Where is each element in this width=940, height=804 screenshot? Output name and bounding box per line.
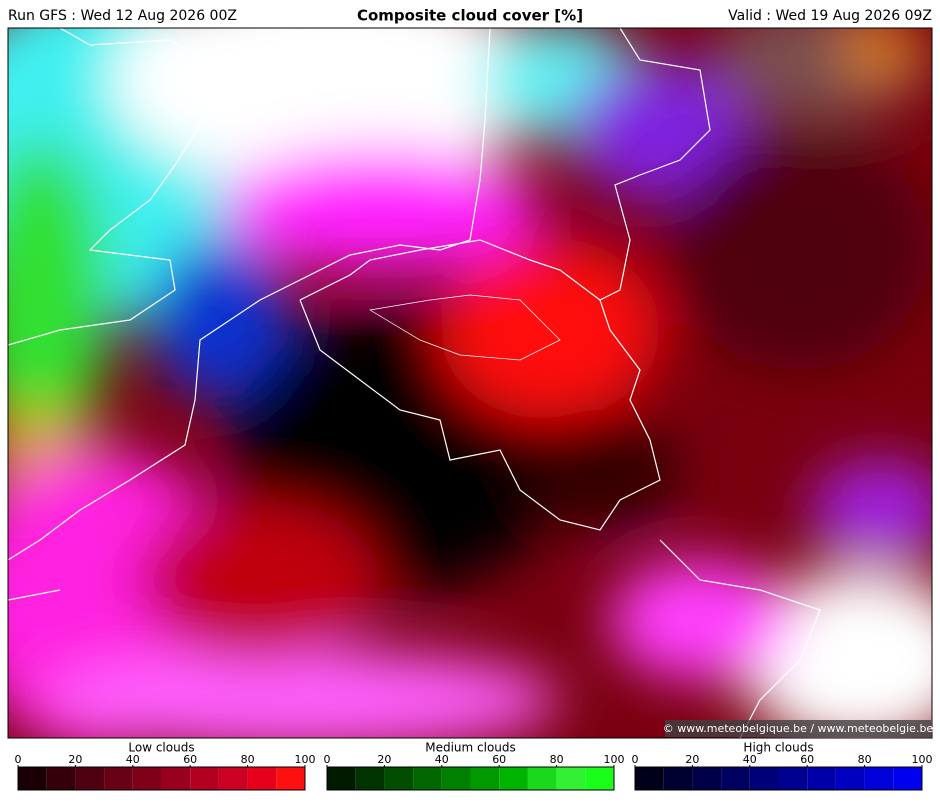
- legend-swatch: [893, 767, 922, 790]
- legend-tick-label: 0: [15, 753, 22, 766]
- legends: Low clouds 0 20 40 60 80 100 Medium clouds 0 20 40…: [15, 741, 933, 791]
- legend-swatch: [355, 767, 385, 790]
- cloud-map: [8, 28, 932, 738]
- legend-swatch: [132, 767, 162, 790]
- legend-tick-label: 80: [241, 753, 255, 766]
- legend-swatch: [499, 767, 528, 790]
- legend-swatch: [721, 767, 750, 790]
- legend-swatch: [749, 767, 779, 790]
- legend-swatch: [218, 767, 248, 790]
- legend-swatch: [413, 767, 442, 790]
- legend-swatch: [190, 767, 219, 790]
- legend-tick-label: 60: [183, 753, 197, 766]
- legend-tick-label: 60: [800, 753, 814, 766]
- credit: © www.meteobelgique.be / www.meteobelgie…: [663, 722, 934, 735]
- legend-swatch: [384, 767, 414, 790]
- legend-swatch: [585, 767, 614, 790]
- legend-tick-label: 40: [743, 753, 757, 766]
- legend-tick-label: 100: [295, 753, 316, 766]
- legend-tick-label: 100: [604, 753, 625, 766]
- legend-tick-label: 0: [632, 753, 639, 766]
- legend-swatch: [441, 767, 471, 790]
- legend-swatch: [807, 767, 836, 790]
- legend-swatch: [247, 767, 277, 790]
- legend-swatch: [18, 767, 47, 790]
- legend-swatch: [556, 767, 586, 790]
- legend-tick-label: 40: [126, 753, 140, 766]
- legend-swatch: [527, 767, 557, 790]
- legend-swatch: [75, 767, 105, 790]
- map-title: Composite cloud cover [%]: [357, 7, 583, 25]
- legend-tick-label: 20: [685, 753, 699, 766]
- valid-label: Valid : Wed 19 Aug 2026 09Z: [728, 8, 932, 24]
- legend-swatch: [835, 767, 865, 790]
- legend-tick-label: 40: [435, 753, 449, 766]
- legend-swatch: [327, 767, 356, 790]
- legend-title: Medium clouds: [425, 741, 516, 755]
- legend-tick-label: 20: [377, 753, 391, 766]
- legend-tick-label: 0: [324, 753, 331, 766]
- legend-swatch: [864, 767, 894, 790]
- legend-tick-label: 80: [858, 753, 872, 766]
- run-label: Run GFS : Wed 12 Aug 2026 00Z: [8, 8, 237, 24]
- legend-tick-label: 60: [492, 753, 506, 766]
- legend-frame: [634, 766, 923, 791]
- legend-swatch: [778, 767, 808, 790]
- legend-swatch: [161, 767, 191, 790]
- legend-swatch: [692, 767, 722, 790]
- legend-tick-label: 20: [68, 753, 82, 766]
- legend-swatch: [276, 767, 305, 790]
- legend-swatch: [46, 767, 76, 790]
- legend-frame: [326, 766, 615, 791]
- legend-tick-label: 100: [912, 753, 933, 766]
- legend-title: Low clouds: [128, 741, 194, 755]
- legend-title: High clouds: [743, 741, 813, 755]
- legend-swatch: [470, 767, 500, 790]
- map-frame: [7, 27, 933, 739]
- legend-swatch: [635, 767, 664, 790]
- legend-frame: [17, 766, 306, 791]
- legend-swatch: [104, 767, 133, 790]
- legend-tick-label: 80: [550, 753, 564, 766]
- legend-swatch: [663, 767, 693, 790]
- credit-box: [665, 720, 931, 737]
